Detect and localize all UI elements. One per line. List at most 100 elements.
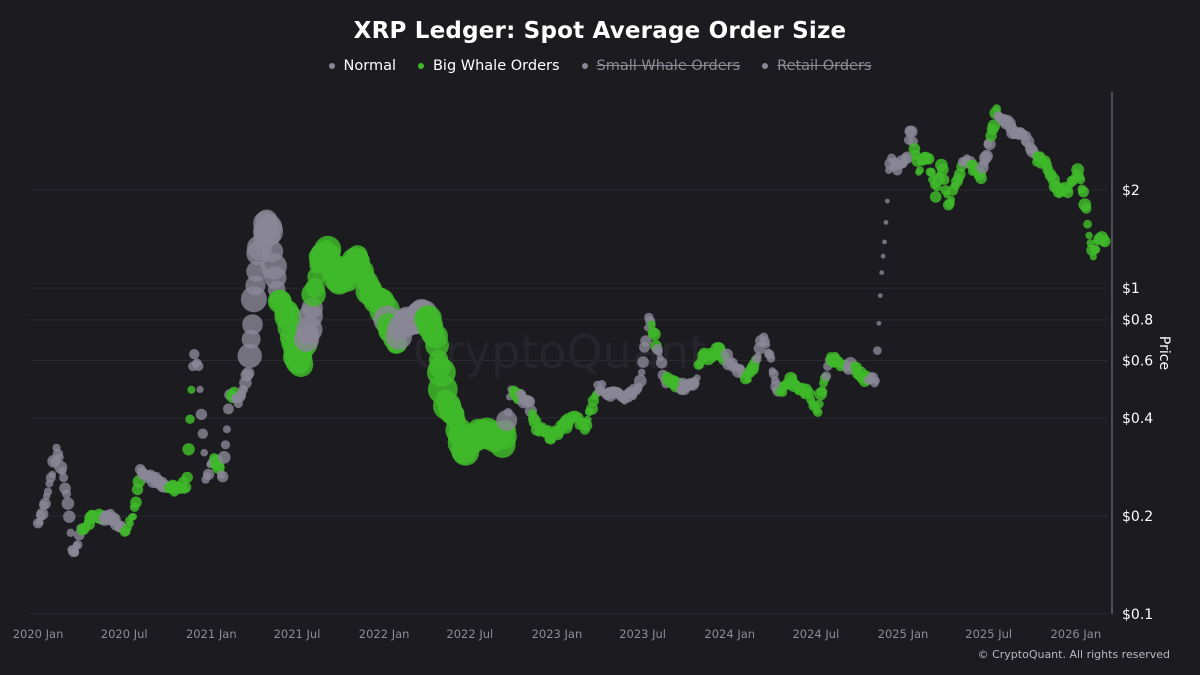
normal-point	[821, 371, 832, 381]
normal-point	[523, 396, 536, 408]
big-whale-point	[215, 461, 225, 472]
big-whale-point	[185, 414, 195, 424]
normal-point	[39, 497, 51, 510]
x-tick-label: 2024 Jul	[792, 627, 839, 641]
x-tick-label: 2022 Jul	[446, 627, 493, 641]
x-tick-label: 2025 Jul	[965, 627, 1012, 641]
chart-title: XRP Ledger: Spot Average Order Size	[353, 18, 847, 44]
normal-point	[189, 349, 200, 360]
normal-point	[693, 374, 701, 382]
big-whale-point	[1075, 174, 1086, 185]
x-tick-label: 2021 Jan	[186, 627, 237, 641]
normal-point	[766, 353, 776, 363]
big-whale-point	[182, 443, 195, 456]
normal-point	[48, 470, 56, 479]
normal-point	[61, 497, 75, 510]
normal-point	[261, 226, 281, 245]
normal-point	[222, 425, 231, 434]
y-tick-label: $0.4	[1122, 411, 1153, 427]
normal-point	[237, 343, 262, 369]
big-whale-point	[187, 385, 196, 394]
big-whale-point	[126, 520, 134, 527]
normal-point	[43, 487, 53, 496]
normal-point	[220, 440, 231, 450]
normal-point	[35, 518, 44, 527]
legend-label: Retail Orders	[777, 58, 872, 74]
big-whale-point	[647, 320, 656, 329]
y-tick-label: $0.8	[1122, 313, 1153, 329]
normal-point	[200, 448, 208, 457]
normal-point	[634, 374, 647, 388]
normal-point	[242, 367, 255, 380]
legend-item-normal[interactable]: Normal	[328, 58, 396, 74]
big-whale-point	[922, 153, 935, 165]
grid-lines	[30, 189, 1108, 615]
big-whale-point	[938, 174, 950, 185]
normal-point	[637, 368, 646, 377]
big-whale-point	[181, 471, 193, 484]
x-tick-label: 2020 Jan	[13, 627, 64, 641]
normal-point	[873, 346, 882, 355]
legend-item-big-whale-orders[interactable]: Big Whale Orders	[417, 58, 560, 74]
x-tick-label: 2025 Jan	[878, 627, 929, 641]
normal-point	[202, 468, 215, 481]
y-tick-label: $0.6	[1122, 353, 1153, 369]
y-tick-label: $0.1	[1122, 607, 1153, 623]
big-whale-point	[936, 163, 949, 176]
normal-point	[193, 361, 204, 372]
legend-label: Small Whale Orders	[596, 58, 741, 74]
big-whale-point	[929, 191, 942, 203]
big-whale-point	[975, 172, 987, 185]
x-tick-label: 2022 Jan	[359, 627, 410, 641]
big-whale-point	[916, 166, 924, 175]
x-tick-label: 2021 Jul	[274, 627, 321, 641]
normal-point	[196, 385, 204, 393]
y-tick-label: $2	[1122, 183, 1140, 199]
normal-point	[61, 489, 72, 499]
normal-point	[55, 453, 64, 462]
big-whale-point	[816, 386, 828, 398]
data-points	[32, 104, 1111, 558]
legend-dot-icon	[762, 63, 769, 69]
legend-dot-icon	[417, 63, 424, 69]
big-whale-point	[648, 327, 661, 341]
normal-point	[905, 125, 918, 138]
x-tick-label: 2020 Jul	[101, 627, 148, 641]
normal-point	[195, 408, 208, 421]
x-tick-label: 2023 Jan	[532, 627, 583, 641]
normal-point	[217, 451, 231, 464]
legend-label: Normal	[343, 58, 396, 74]
legend-item-small-whale-orders[interactable]: Small Whale Orders	[581, 58, 741, 74]
normal-point	[36, 507, 49, 521]
big-whale-point	[947, 195, 955, 204]
big-whale-point	[180, 481, 192, 493]
legend: Normal Big Whale Orders Small Whale Orde…	[0, 58, 1200, 74]
big-whale-point	[583, 415, 592, 424]
big-whale-point	[1085, 231, 1093, 240]
normal-point	[882, 239, 887, 245]
normal-point	[242, 314, 263, 335]
legend-dot-icon	[328, 63, 335, 69]
normal-point	[66, 528, 75, 537]
normal-point	[768, 369, 779, 379]
legend-dot-icon	[581, 63, 588, 69]
y-tick-label: $1	[1122, 281, 1140, 297]
normal-point	[980, 149, 993, 162]
big-whale-point	[1077, 186, 1089, 198]
y-axis-title: Price	[1156, 336, 1172, 370]
normal-point	[640, 335, 652, 347]
normal-point	[885, 198, 890, 204]
legend-item-retail-orders[interactable]: Retail Orders	[762, 58, 871, 74]
big-whale-point	[926, 167, 936, 177]
normal-point	[63, 510, 76, 523]
x-tick-label: 2023 Jul	[619, 627, 666, 641]
big-whale-point	[813, 407, 823, 417]
big-whale-point	[129, 512, 137, 521]
axes: $0.1 $0.2 $0.4 $0.6 $0.8 $1 $2 Price 2020 Jan 202…	[13, 92, 1172, 641]
legend-label: Big Whale Orders	[432, 58, 560, 74]
normal-point	[73, 540, 83, 550]
normal-point	[241, 329, 261, 349]
big-whale-point	[987, 119, 1001, 132]
big-whale-point	[1098, 235, 1111, 248]
